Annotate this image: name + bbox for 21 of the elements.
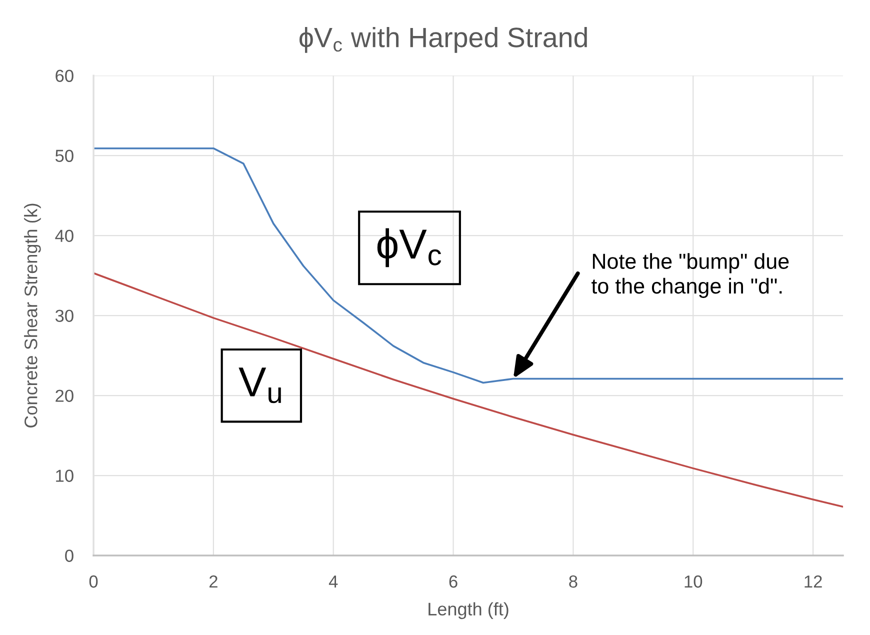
x-tick-label: 12 xyxy=(804,575,822,588)
x-tick-label: 2 xyxy=(209,575,218,588)
line-series xyxy=(94,272,844,508)
y-tick-label: 10 xyxy=(56,470,74,482)
y-axis-title: Concrete Shear Strength (k) xyxy=(24,204,41,428)
x-tick-label: 10 xyxy=(684,575,702,588)
y-tick-label: 60 xyxy=(56,70,74,82)
y-tick-label: 0 xyxy=(65,550,74,562)
x-tick-label: 0 xyxy=(89,575,98,588)
x-tick-label: 4 xyxy=(328,576,338,588)
x-axis-title: Length (ft) xyxy=(428,602,508,620)
series-label: ϕV$_{c}$ xyxy=(377,228,442,268)
y-tick-label: 50 xyxy=(55,150,74,162)
y-tick-label: 20 xyxy=(56,390,74,402)
y-tick-label: 30 xyxy=(55,310,74,322)
x-tick-label: 8 xyxy=(569,575,578,588)
series-label: V$_{u}$ xyxy=(238,368,281,404)
annotation: Note the "bump" due to the change in "d". xyxy=(592,253,789,298)
y-tick-label: 40 xyxy=(55,230,74,242)
chart-title: ϕV$_{c}$ with Harped Strand xyxy=(300,26,587,53)
x-tick-label: 6 xyxy=(449,575,458,588)
